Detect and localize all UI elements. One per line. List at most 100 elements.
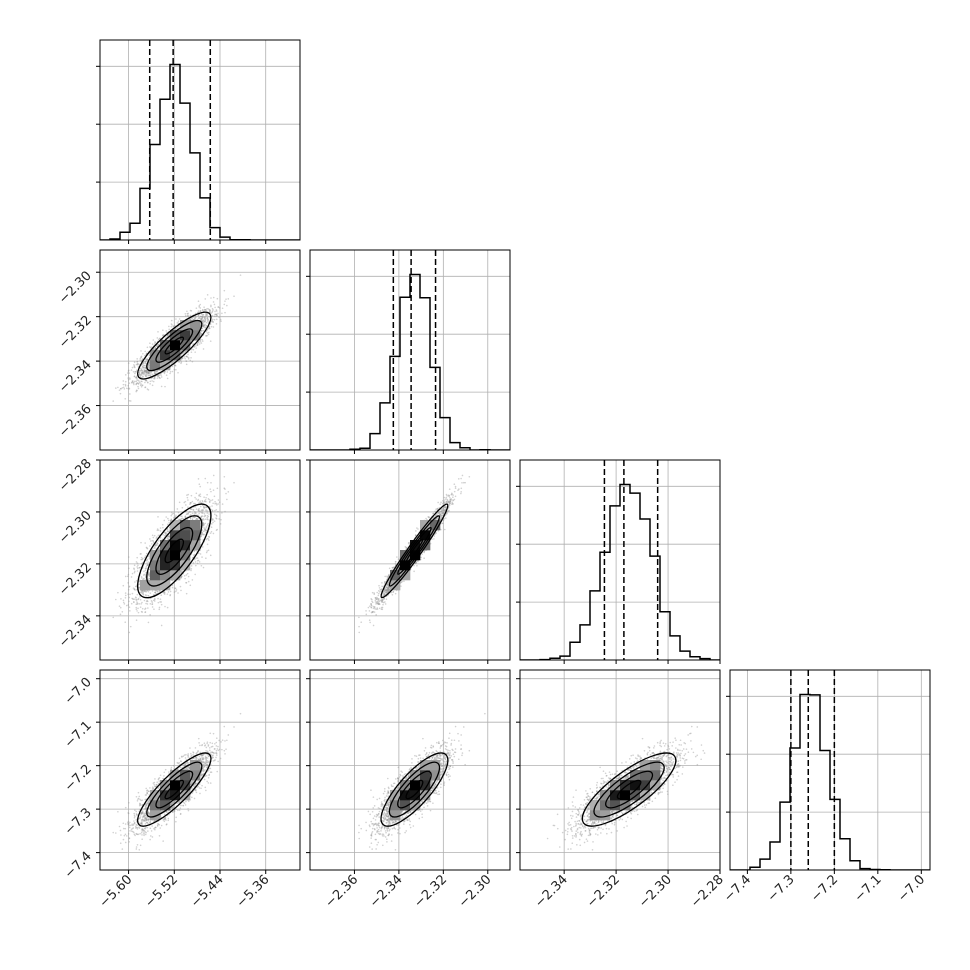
sample-point (127, 593, 129, 596)
sample-point (140, 556, 143, 559)
sample-point (196, 518, 199, 521)
sample-point (164, 385, 166, 388)
sample-point (205, 500, 207, 503)
sample-point (118, 605, 121, 607)
sample-point (143, 361, 145, 363)
sample-point (147, 621, 150, 624)
sample-point (127, 377, 129, 379)
sample-point (144, 574, 147, 577)
sample-point (164, 370, 166, 373)
sample-point (187, 513, 189, 515)
sample-point (200, 330, 203, 332)
sample-point (138, 580, 141, 582)
sample-point (195, 518, 198, 520)
sample-point (136, 358, 138, 360)
sample-point (148, 372, 151, 375)
sample-point (133, 382, 135, 384)
sample-point (150, 346, 153, 348)
sample-point (196, 342, 199, 345)
sample-point (141, 558, 144, 561)
sample-point (141, 363, 144, 365)
sample-point (124, 397, 127, 400)
sample-point (189, 502, 192, 504)
sample-point (194, 505, 197, 508)
sample-point (195, 512, 197, 515)
sample-point (204, 318, 207, 321)
sample-point (192, 509, 195, 511)
sample-point (190, 351, 193, 353)
sample-point (198, 317, 201, 320)
sample-point (212, 521, 214, 524)
sample-point (201, 338, 203, 341)
sample-point (158, 374, 160, 376)
sample-point (207, 319, 210, 322)
sample-point (216, 297, 219, 300)
sample-point (203, 324, 206, 327)
sample-point (204, 514, 206, 517)
sample-point (146, 600, 149, 603)
sample-point (141, 384, 144, 387)
sample-point (200, 332, 203, 335)
sample-point (218, 307, 221, 309)
sample-point (197, 552, 200, 555)
sample-point (157, 601, 160, 604)
sample-point (141, 365, 144, 368)
sample-point (145, 375, 147, 378)
sample-point (203, 306, 205, 308)
sample-point (144, 370, 146, 373)
sample-point (202, 505, 205, 508)
sample-point (159, 536, 162, 539)
sample-point (153, 608, 155, 611)
sample-point (162, 591, 164, 594)
sample-point (140, 553, 142, 555)
sample-point (144, 567, 147, 570)
sample-point (208, 309, 211, 311)
sample-point (144, 611, 147, 613)
sample-point (160, 594, 163, 597)
sample-point (184, 504, 187, 506)
sample-point (226, 498, 228, 501)
sample-point (204, 308, 207, 311)
sample-point (144, 362, 147, 365)
sample-point (154, 347, 157, 350)
sample-point (205, 324, 208, 327)
sample-point (177, 325, 180, 328)
sample-point (144, 607, 147, 610)
sample-point (139, 367, 142, 370)
sample-point (203, 320, 206, 323)
sample-point (165, 330, 168, 332)
sample-point (194, 312, 197, 315)
sample-point (123, 388, 126, 390)
sample-point (142, 375, 144, 378)
sample-point (202, 319, 204, 322)
sample-point (186, 312, 189, 315)
sample-point (183, 356, 186, 358)
sample-point (163, 519, 166, 522)
sample-point (180, 575, 183, 578)
sample-point (154, 544, 157, 547)
sample-point (153, 547, 155, 549)
sample-point (197, 314, 200, 317)
sample-point (143, 362, 145, 365)
sample-point (180, 350, 182, 352)
sample-point (201, 322, 204, 325)
sample-point (128, 372, 131, 374)
sample-point (201, 532, 203, 535)
sample-point (146, 564, 148, 567)
sample-point (148, 354, 151, 357)
sample-point (224, 311, 226, 314)
sample-point (124, 621, 127, 624)
sample-point (153, 343, 156, 345)
sample-point (187, 315, 189, 317)
sample-point (227, 298, 230, 300)
density-cell (170, 330, 181, 341)
sample-point (135, 383, 138, 385)
sample-point (192, 561, 195, 564)
sample-point (217, 503, 219, 505)
sample-point (140, 359, 143, 362)
sample-point (142, 366, 145, 369)
sample-point (160, 601, 163, 603)
sample-point (189, 359, 192, 362)
sample-point (196, 562, 199, 565)
sample-point (208, 310, 211, 313)
